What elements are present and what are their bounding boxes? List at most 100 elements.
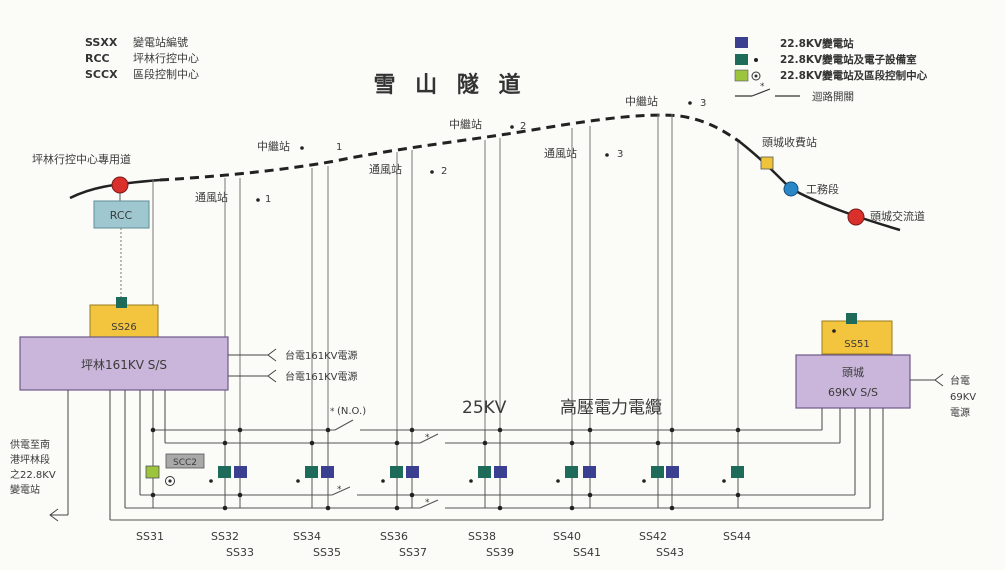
legend-code-rcc: RCC [85,52,110,65]
label-pinglin-road: 坪林行控中心專用道 [32,152,131,166]
switch-star-icon: * [425,498,430,508]
taipower-source-label-2: 台電161KV電源 [285,370,358,383]
junction-dot-icon [237,427,243,433]
label-mid-station-2: 中繼站 [449,117,482,131]
toucheng-power-text-1: 台電 [950,374,970,387]
toll-station-marker [760,156,774,170]
label-ss33: SS33 [226,546,254,559]
rcc-box [93,200,150,229]
toucheng-power-text-3: 電源 [950,406,970,419]
label-ss39: SS39 [486,546,514,559]
ss37-substation-icon [406,466,419,478]
ss44-dot-icon [722,479,726,483]
ss31-control-center-icon [145,465,160,479]
junction-dot-icon [237,492,243,498]
ss51-label: SS51 [844,339,869,350]
label-vent-station-1: 通風站 [195,190,228,204]
scc2-box [165,453,205,469]
ss40-electronic-room-icon [565,466,578,478]
toucheng-69kv-substation [795,354,911,409]
junction-dot-icon [569,440,575,446]
pinglin-substation-label: 坪林161KV S/S [81,358,167,372]
toucheng-feed-arrow-icon [934,373,944,387]
ss31-ring-center-icon [168,479,172,483]
junction-dot-icon [735,427,741,433]
junction-dot-icon [655,440,661,446]
ss51-box [821,320,893,355]
label-ss35: SS35 [313,546,341,559]
legend-switch-star-icon: * [760,82,765,92]
mid-station-1-number: 1 [336,142,342,153]
vent-station-3-dot-icon [605,153,609,157]
ss26-label: SS26 [111,322,136,333]
toucheng-power-text-2: 69KV [950,392,976,403]
junction-dot-icon [735,492,741,498]
label-toucheng-interchange: 頭城交流道 [870,209,925,223]
mid-station-3-dot-icon [688,101,692,105]
label-mid-station-1: 中繼站 [257,139,290,153]
work-section-marker [783,181,799,197]
rcc-label: RCC [110,209,133,222]
ss34-dot-icon [296,479,300,483]
label-work-section: 工務段 [806,182,839,196]
label-mid-station-3: 中繼站 [625,94,658,108]
taipower-source-label-1: 台電161KV電源 [285,349,358,362]
ss26-box [89,304,159,339]
left-supply-arrow-icon [49,508,59,522]
mid-station-2-number: 2 [520,121,526,132]
toucheng-substation-label-1: 頭城 [842,366,864,379]
ss42-dot-icon [642,479,646,483]
feed-arrow-icon [267,369,277,383]
legend-switch-blade-icon [751,88,771,97]
legend-desc-ssxx: 變電站編號 [133,35,188,49]
label-ss34: SS34 [293,530,321,543]
substation-icons: SCC2 [145,453,744,486]
legend-swatch-electronic-room [735,54,748,65]
junction-dot-icon [569,505,575,511]
vertical-feeders [152,114,739,430]
ss34-electronic-room-icon [305,466,318,478]
vent-station-1-dot-icon [256,198,260,202]
ss33-substation-icon [234,466,247,478]
left-supply-text-2: 港坪林段 [10,453,50,466]
left-supply-text-3: 之22.8KV [10,468,56,481]
vent-station-3-number: 3 [617,149,623,160]
scc2-label: SCC2 [173,458,197,468]
label-ss41: SS41 [573,546,601,559]
label-ss38: SS38 [468,530,496,543]
legend-label-electronic-room: 22.8KV變電站及電子設備室 [780,53,917,66]
junction-dot-icon [409,427,415,433]
ss36-electronic-room-icon [390,466,403,478]
legend-swatch-substation [735,37,748,48]
pinglin-161kv-substation [19,336,229,391]
label-ss37: SS37 [399,546,427,559]
left-supply-text-4: 變電站 [10,483,40,496]
legend-desc-rcc: 坪林行控中心 [133,51,199,65]
ss42-electronic-room-icon [651,466,664,478]
ss36-dot-icon [381,479,385,483]
substation-labels: SS31 SS32 SS34 SS36 SS38 SS40 SS42 SS44 … [136,530,751,559]
ss32-dot-icon [209,479,213,483]
toucheng-substation-label-2: 69KV S/S [828,386,878,399]
switch-star-icon: * [337,485,342,495]
label-ss32: SS32 [211,530,239,543]
junction-dots [150,427,741,511]
label-ss44: SS44 [723,530,751,543]
legend-ring-icon [751,71,761,81]
junction-dot-icon [150,492,156,498]
tunnel-line-dashed [159,113,741,182]
legend-label-substation: 22.8KV變電站 [780,37,854,50]
no-switch-label: (N.O.) [337,406,366,417]
legend-label-control-center: 22.8KV變電站及區段控制中心 [780,69,928,82]
junction-dot-icon [497,505,503,511]
ss41-substation-icon [583,466,596,478]
switch-blade-icon [419,499,439,509]
ss35-substation-icon [321,466,334,478]
tunnel-approach-left [69,178,161,200]
feed-arrow-icon [267,348,277,362]
legend-label-switch: 迴路開關 [812,90,854,103]
legend-ring-center-icon [754,74,758,78]
ss38-electronic-room-icon [478,466,491,478]
